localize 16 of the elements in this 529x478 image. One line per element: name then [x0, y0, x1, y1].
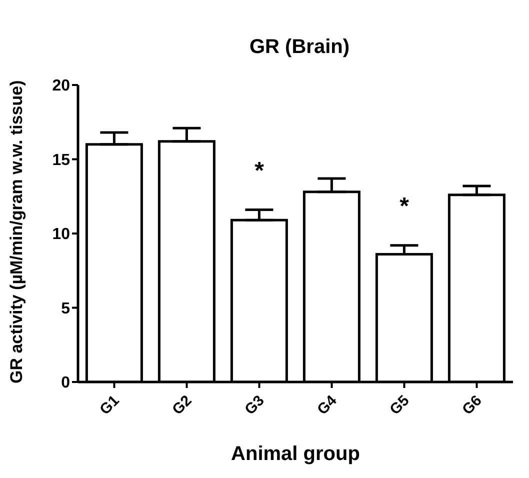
y-axis-title: GR activity (µM/min/gram w.w. tissue)	[7, 80, 26, 384]
y-tick-label: 15	[52, 152, 70, 169]
annotation: *	[254, 157, 265, 184]
x-axis-title: Animal group	[231, 443, 360, 465]
y-tick-label: 5	[61, 300, 70, 318]
y-tick-label: 0	[61, 374, 70, 392]
y-tick-label: 10	[52, 226, 70, 244]
x-tick-label: G2	[169, 392, 196, 418]
annotation: *	[400, 192, 410, 220]
chart-title: GR (Brain)	[248, 36, 350, 59]
x-tick-label: G4	[314, 392, 341, 418]
x-tick-label: G1	[96, 392, 123, 418]
x-tick-label: G6	[459, 392, 486, 418]
y-tick-label: 20	[52, 78, 70, 95]
x-tick-label: G5	[386, 392, 413, 418]
x-tick-label: G3	[242, 392, 268, 418]
